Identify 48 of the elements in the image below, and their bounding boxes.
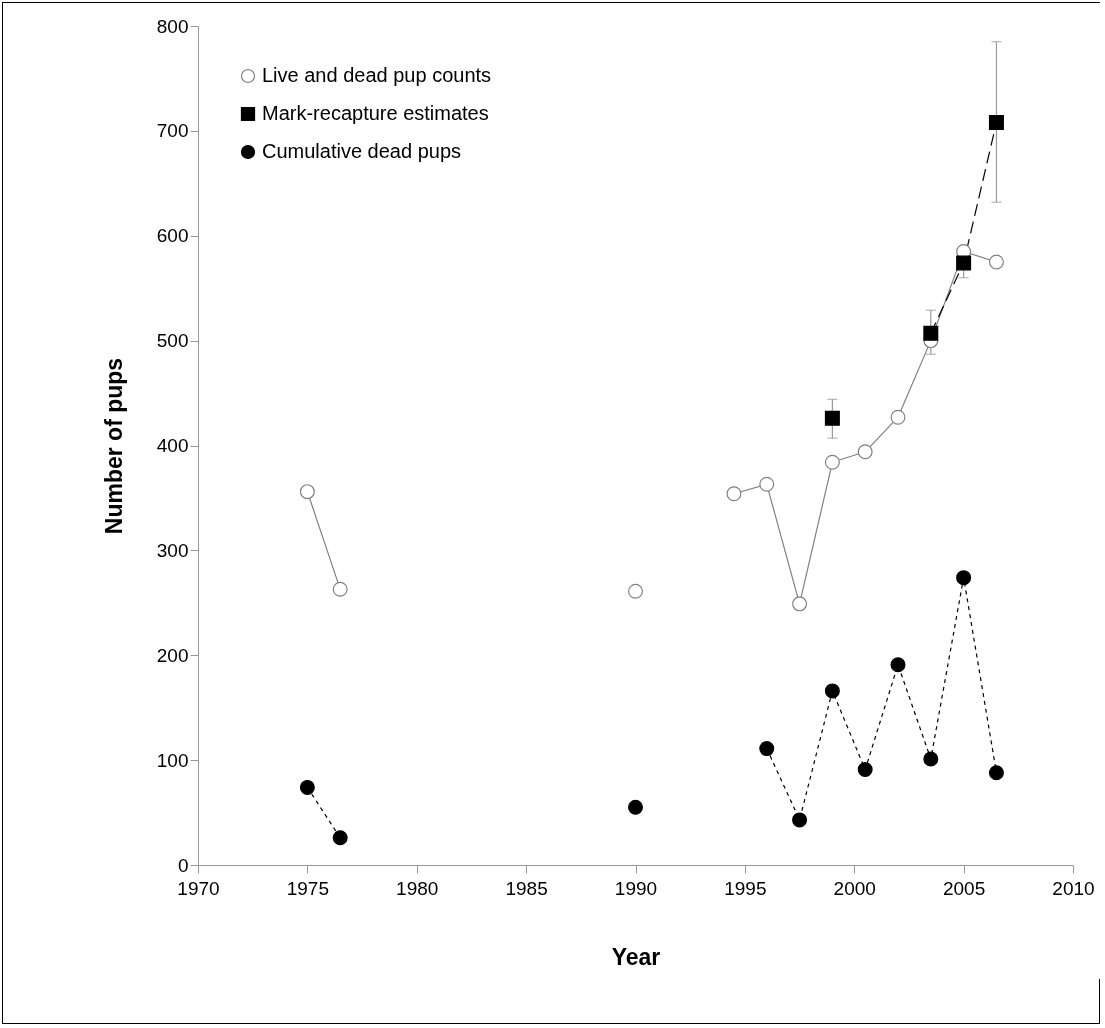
point	[628, 799, 643, 815]
x-tick-label: 1970	[177, 877, 220, 899]
point	[890, 657, 906, 673]
point	[299, 484, 315, 500]
y-tick-label: 100	[156, 749, 189, 771]
point	[792, 812, 808, 828]
point	[726, 486, 742, 502]
x-tick-label: 1980	[396, 877, 439, 899]
point	[988, 765, 1004, 781]
point	[956, 570, 972, 586]
x-tick-label: 1995	[724, 877, 767, 899]
point	[857, 762, 873, 778]
y-tick-label: 200	[156, 644, 189, 666]
legend-label: Live and dead pup counts	[262, 64, 492, 86]
point	[824, 454, 840, 470]
x-tick-label: 1985	[505, 877, 548, 899]
y-tick-label: 400	[156, 435, 189, 456]
y-tick-label: 800	[156, 15, 189, 37]
point	[759, 741, 775, 757]
point	[923, 325, 939, 341]
point	[824, 683, 840, 699]
y-axis-title: Number of pups	[100, 357, 127, 535]
y-tick-label: 500	[156, 330, 189, 352]
x-tick-label: 2000	[833, 877, 876, 899]
point	[759, 476, 775, 492]
legend-label: Mark-recapture estimates	[262, 102, 489, 124]
x-tick-label: 1990	[614, 877, 658, 899]
y-tick-label: 700	[156, 120, 189, 142]
point	[332, 581, 348, 597]
y-tick-label: 0	[177, 854, 189, 876]
point	[299, 779, 315, 795]
point	[923, 751, 939, 767]
point	[956, 255, 972, 271]
x-tick-label: 1975	[286, 877, 330, 899]
point	[988, 254, 1004, 270]
x-tick-label: 2005	[942, 877, 986, 899]
y-tick-label: 300	[156, 539, 189, 561]
point	[890, 409, 906, 425]
legend-label: Cumulative dead pups	[262, 140, 462, 162]
x-axis-title: Year	[611, 943, 661, 970]
point	[628, 583, 643, 599]
point	[792, 596, 808, 612]
point	[332, 830, 348, 846]
point	[824, 410, 840, 426]
point	[988, 114, 1004, 130]
x-tick-label: 2010	[1052, 877, 1095, 899]
y-tick-label: 600	[156, 225, 189, 247]
point	[857, 444, 873, 460]
